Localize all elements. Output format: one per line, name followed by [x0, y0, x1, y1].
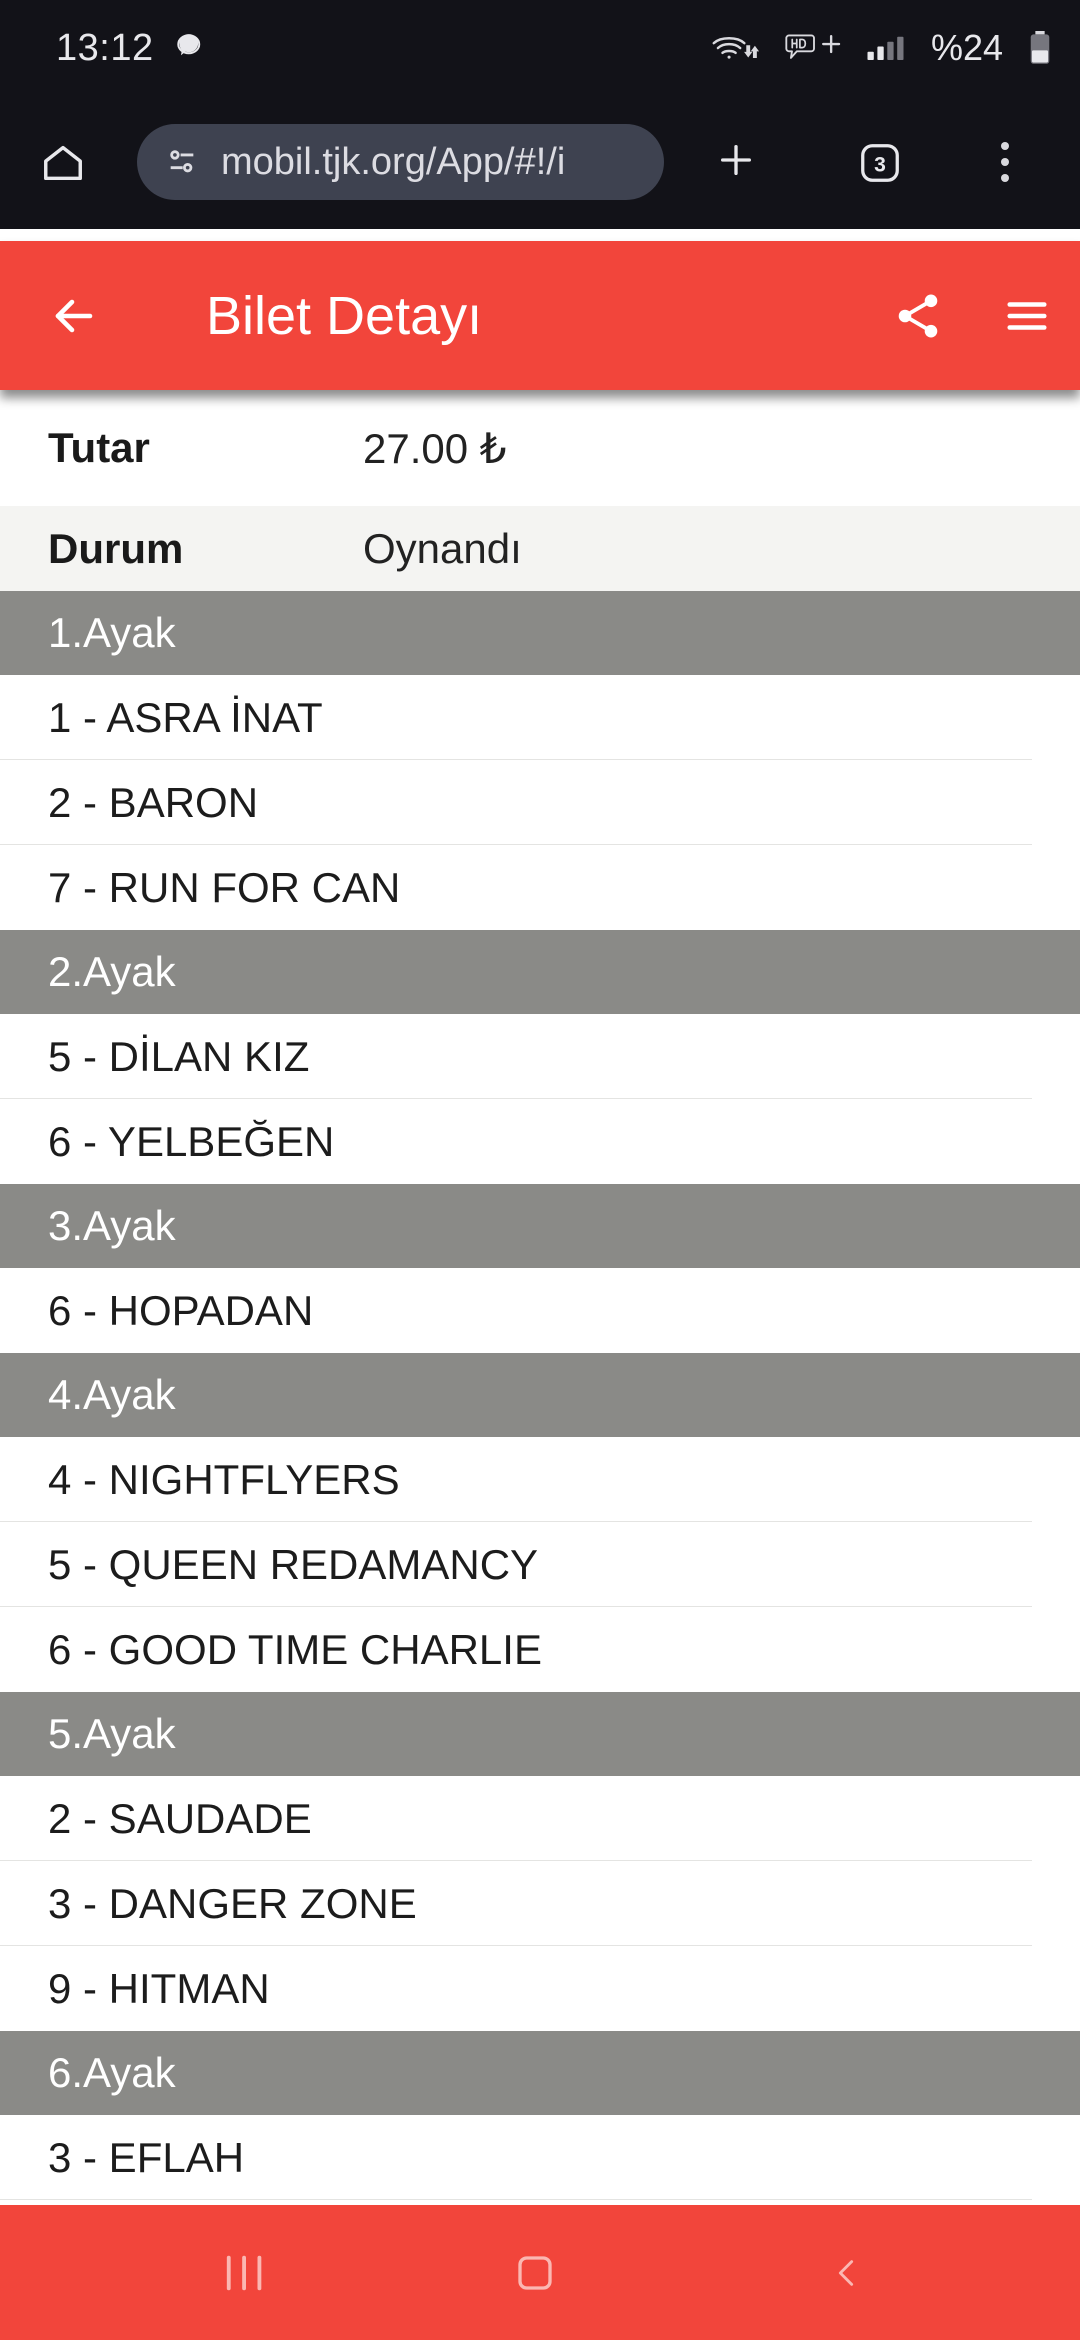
svg-text:3: 3 — [874, 154, 886, 177]
